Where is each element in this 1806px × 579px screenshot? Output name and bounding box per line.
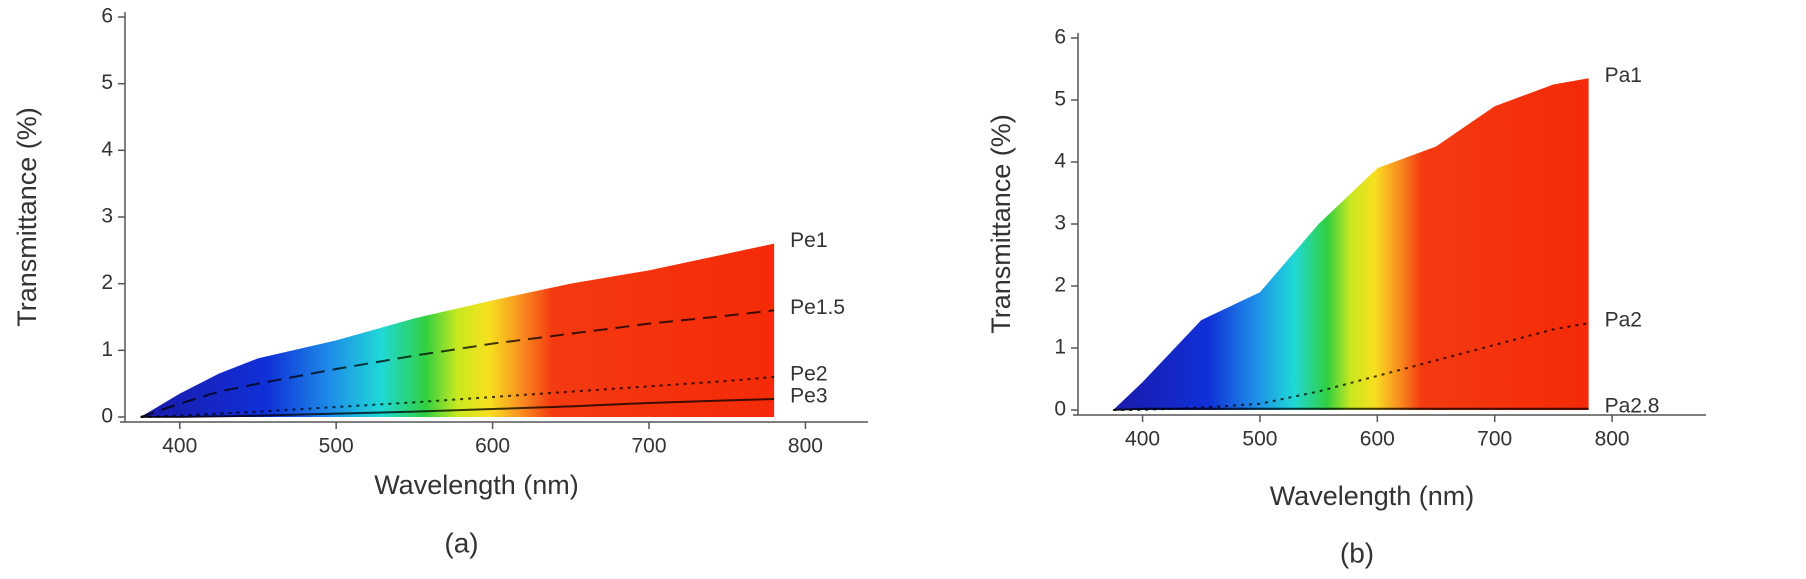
- y-tick-label: 0: [101, 405, 113, 428]
- y-axis-title: Transmittance (%): [12, 107, 42, 327]
- y-tick-label: 6: [101, 5, 113, 28]
- y-tick-label: 2: [101, 271, 113, 294]
- x-tick-label: 600: [1360, 428, 1395, 451]
- x-tick-label: 500: [1242, 428, 1277, 451]
- x-tick-label: 800: [788, 435, 823, 458]
- panel-caption: (a): [444, 527, 478, 558]
- y-tick-label: 1: [1054, 336, 1066, 359]
- x-axis-title: Wavelength (nm): [374, 470, 579, 500]
- x-tick-label: 700: [1477, 428, 1512, 451]
- y-tick-label: 1: [101, 338, 113, 361]
- x-tick-label: 400: [1125, 428, 1160, 451]
- y-axis-title: Transmittance (%): [986, 114, 1016, 334]
- series-name: Pe1.5: [790, 296, 845, 319]
- series-line: [140, 309, 775, 418]
- series-name: Pe2: [790, 363, 827, 386]
- series-name: Pa1: [1605, 64, 1642, 87]
- y-tick-label: 5: [101, 71, 113, 94]
- spectrum-area: [1113, 78, 1589, 411]
- x-tick-label: 800: [1595, 428, 1630, 451]
- x-tick-label: 400: [162, 435, 197, 458]
- y-tick-label: 5: [1054, 88, 1066, 111]
- y-tick-label: 0: [1054, 398, 1066, 421]
- series-name: Pe3: [790, 385, 827, 408]
- y-tick-label: 3: [1054, 212, 1066, 235]
- x-tick-label: 600: [475, 435, 510, 458]
- y-tick-label: 4: [1054, 150, 1066, 173]
- series-line: [140, 376, 775, 418]
- series-name: Pa2: [1605, 309, 1642, 332]
- series-line: [140, 398, 775, 418]
- x-tick-label: 700: [631, 435, 666, 458]
- series-name: Pa2.8: [1605, 394, 1660, 417]
- y-tick-label: 2: [1054, 274, 1066, 297]
- series-name: Pe1: [790, 229, 827, 252]
- y-tick-label: 3: [101, 205, 113, 228]
- y-tick-label: 6: [1054, 26, 1066, 49]
- series-line: [1113, 407, 1589, 411]
- spectrum-area: [140, 243, 775, 417]
- y-tick-label: 4: [101, 138, 113, 161]
- panel-caption: (b): [1340, 537, 1374, 568]
- x-axis-title: Wavelength (nm): [1270, 481, 1475, 511]
- x-tick-label: 500: [319, 435, 354, 458]
